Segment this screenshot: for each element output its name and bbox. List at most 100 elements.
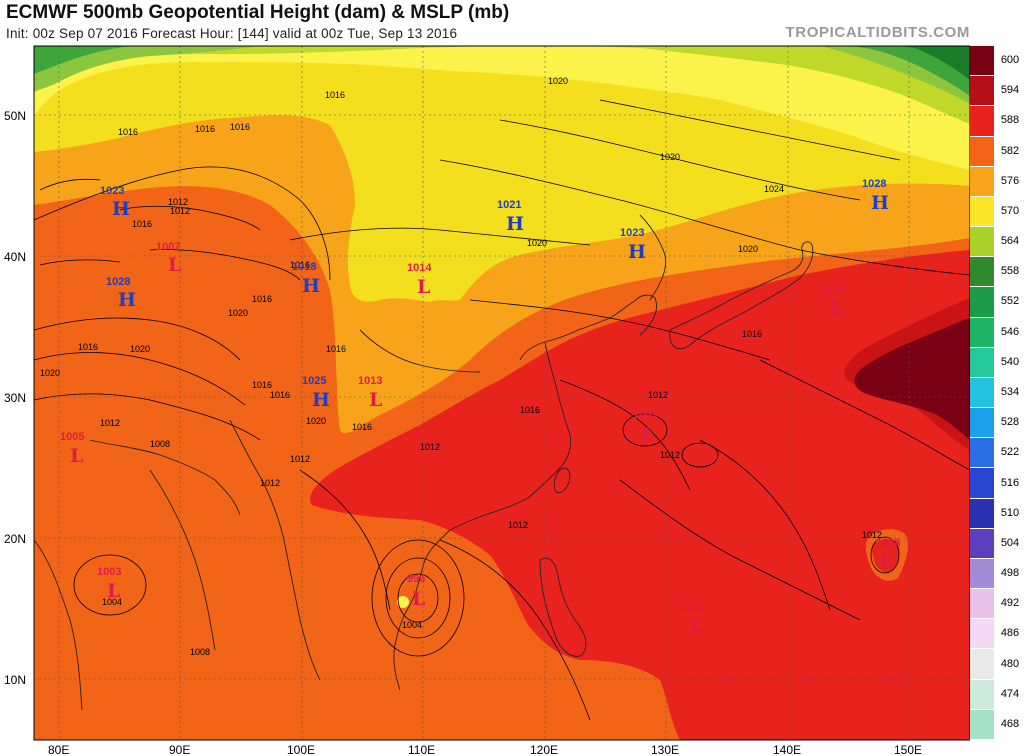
l-1007-symbol: L [168,254,181,276]
lat-label: 30N [4,391,26,405]
graticule [34,46,970,740]
legend-label: 468 [1000,717,1020,730]
h-1023-west-symbol: H [112,198,130,220]
isobar-label: 1012 [290,454,310,464]
l-1007-value: 1007 [156,241,180,253]
l-1008-symbol: L [880,551,893,573]
legend-label: 552 [1000,295,1020,308]
lon-label: 100E [287,743,315,756]
legend-swatch [970,46,994,77]
pressure-center-high: 1028 H [862,178,889,214]
pressure-center-low: 1011 L [680,601,704,637]
h-1023-korea-value: 1023 [620,227,644,239]
l-1011-value: 1011 [680,601,704,613]
isobar-label: 1016 [118,127,138,137]
isobar-label: 1016 [230,122,250,132]
isobar-label: 1016 [270,390,290,400]
l-1014-value: 1014 [407,262,432,274]
forecast-map: 1016 1016 1016 1020 1024 1020 1020 1020 … [4,45,970,756]
pressure-center-low: 1007 L [156,241,181,276]
legend-swatch [970,347,994,378]
legend-swatch [970,679,994,710]
legend-swatch [970,468,994,499]
legend-label: 594 [1000,84,1020,97]
l-1011-symbol: L [690,615,703,637]
l-1013-symbol: L [369,389,382,411]
isobar-label: 1004 [402,620,422,630]
l-1003-symbol: L [107,580,120,602]
legend-label: 582 [1000,144,1020,157]
lon-label: 140E [773,743,801,756]
pressure-center-high: 1028 H [106,276,136,311]
legend-label: 564 [1000,235,1020,248]
legend-label: 528 [1000,416,1020,429]
isobar-label: 1008 [150,439,170,449]
pressure-center-high: 1021 H [497,199,524,235]
pressure-center-high: 1023 H [620,227,646,263]
h-1028-west-value: 1028 [106,276,130,288]
legend-swatch [970,558,994,590]
map-title: ECMWF 500mb Geopotential Height (dam) & … [6,2,510,23]
legend-label: 516 [1000,476,1020,489]
legend-label: 498 [1000,567,1020,580]
legend-label: 546 [1000,325,1020,338]
isobar-label: 1012 [862,530,882,540]
isobar-label: 1012 [660,450,680,460]
h-1018-symbol: H [302,275,320,297]
legend-swatch [970,408,994,439]
legend-swatch [970,76,994,107]
legend-label: 588 [1000,114,1020,127]
isobar-label: 1020 [738,244,758,254]
l-1014-symbol: L [417,276,430,298]
lat-label: 50N [4,109,26,123]
h-1023-west-value: 1023 [100,185,124,197]
l-1005-symbol: L [70,445,83,467]
lon-label: 150E [894,743,922,756]
legend-swatch [970,196,994,228]
isobar-label: 1012 [100,418,120,428]
lon-label: 130E [651,743,679,756]
isobar-label: 1012 [420,442,440,452]
legend-label: 600 [1000,54,1020,67]
isobar-label: 1020 [130,344,150,354]
lon-label: 80E [48,743,69,756]
isobar-label: 1012 [260,478,280,488]
legend-swatch [970,438,994,469]
isobar-label: 1016 [325,90,345,100]
isobar-label: 1012 [170,206,190,216]
legend-swatch [970,709,994,740]
height-band-564 [34,46,970,170]
typhoon-core [397,596,409,608]
h-1028-east-value: 1028 [862,178,886,190]
isobar-label: 1016 [352,422,372,432]
isobar-label: 1008 [190,647,210,657]
lat-label: 10N [4,673,26,687]
pressure-center-high: 1018 H [292,261,320,297]
map-subtitle: Init: 00z Sep 07 2016 Forecast Hour: [14… [6,26,458,41]
legend-swatch [970,619,994,650]
legend-label: 510 [1000,506,1020,519]
l-1009-value: 1009 [633,409,657,421]
isobar-label: 1016 [252,294,272,304]
map-frame [33,45,970,741]
pressure-center-low: 1015 L [820,284,844,320]
legend-swatch [970,528,994,559]
isobar-label: 1016 [252,380,272,390]
legend-swatch [970,257,994,288]
l-1005-value: 1005 [60,431,84,443]
pressure-center-low: 1003 L [97,566,121,602]
isobar-label: 1012 [508,520,528,530]
pressure-center-low: 996 L [407,573,425,610]
legend-swatch [970,136,994,167]
isobar-label: 1020 [40,368,60,378]
legend-swatch [970,166,994,197]
l-996-symbol: L [412,588,425,610]
lat-label: 20N [4,532,26,546]
legend-swatch [970,377,994,409]
lon-label: 120E [530,743,558,756]
isobar-label: 1004 [102,597,122,607]
pressure-center-low: 1013 L [358,375,382,411]
isobar-label: 1016 [326,344,346,354]
isobar-label: 1016 [132,219,152,229]
legend-label: 558 [1000,265,1020,278]
